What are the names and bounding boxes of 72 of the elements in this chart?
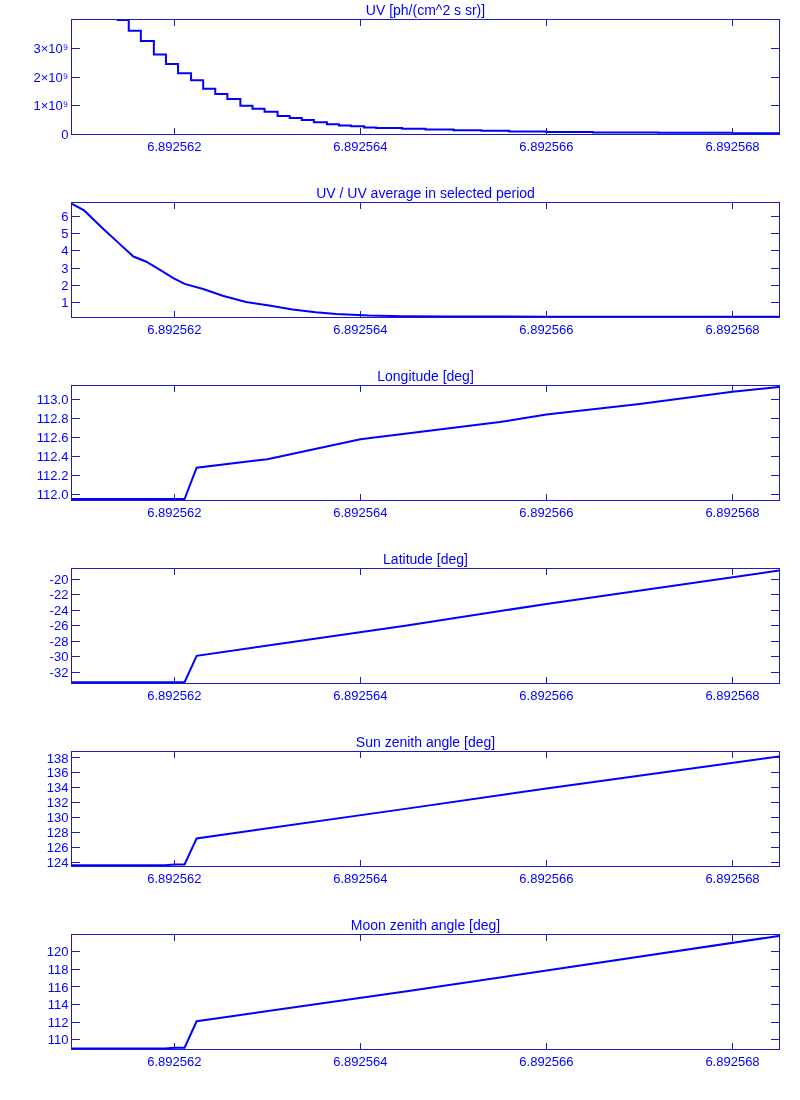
x-tick-label: 6.892564 (333, 138, 388, 154)
chart-title: Latitude [deg] (383, 550, 468, 567)
line-series (72, 386, 779, 500)
x-tick-label: 6.892562 (147, 687, 202, 703)
x-tick-label: 6.892566 (519, 687, 574, 703)
x-tick-label: 6.892562 (147, 504, 202, 520)
x-tick-label: 6.892562 (147, 138, 202, 154)
x-tick-label: 6.892564 (333, 687, 388, 703)
y-tick-label: 0 (61, 126, 69, 142)
y-tick-label: 130 (46, 810, 69, 826)
y-tick-label: 4 (61, 243, 69, 259)
x-tick-label: 6.892562 (147, 870, 202, 886)
y-tick-label: 132 (46, 795, 69, 811)
chart-title: Moon zenith angle [deg] (350, 916, 501, 933)
y-tick-label: -22 (49, 587, 69, 603)
x-tick-label: 6.892568 (705, 504, 760, 520)
x-tick-label: 6.892568 (705, 1053, 760, 1069)
x-tick-label: 6.892568 (705, 687, 760, 703)
y-tick-label: 110 (47, 1032, 69, 1048)
y-tick-label: 112 (47, 1014, 69, 1030)
y-tick-label: 112.0 (36, 486, 69, 502)
y-tick-label: -20 (49, 571, 69, 587)
x-tick-label: 6.892566 (519, 870, 574, 886)
x-tick-label: 6.892566 (519, 504, 574, 520)
y-tick-label: 120 (46, 944, 69, 960)
y-tick-label: 136 (46, 765, 69, 781)
y-tick-label: 126 (46, 839, 69, 855)
y-tick-label: 1×10⁹ (33, 98, 69, 114)
y-tick-label: -26 (49, 618, 69, 634)
x-tick-label: 6.892564 (333, 1053, 388, 1069)
y-tick-label: 2×10⁹ (33, 69, 69, 85)
y-tick-label: 3×10⁹ (33, 41, 69, 57)
y-tick-label: 124 (46, 854, 69, 870)
chart-title: Sun zenith angle [deg] (355, 733, 496, 750)
y-tick-label: -30 (49, 649, 69, 665)
x-tick-label: 6.892568 (705, 870, 760, 886)
x-tick-label: 6.892564 (333, 870, 388, 886)
x-tick-label: 6.892566 (519, 138, 574, 154)
line-series (72, 935, 779, 1049)
y-tick-label: -32 (49, 664, 69, 680)
y-tick-label: 114 (47, 997, 69, 1013)
y-tick-label: 116 (47, 979, 69, 995)
x-tick-label: 6.892568 (705, 138, 760, 154)
chart-title: Longitude [deg] (377, 367, 474, 384)
x-tick-label: 6.892562 (147, 321, 202, 337)
y-tick-label: 138 (46, 750, 69, 766)
y-tick-label: 3 (61, 260, 69, 276)
y-tick-label: 2 (61, 277, 69, 293)
y-tick-label: 112.6 (36, 429, 69, 445)
line-series (72, 569, 779, 683)
x-tick-label: 6.892566 (519, 1053, 574, 1069)
chart-title: UV / UV average in selected period (316, 184, 535, 201)
x-tick-label: 6.892564 (333, 321, 388, 337)
y-tick-label: 1 (61, 295, 69, 311)
y-tick-label: 112.2 (36, 467, 69, 483)
y-tick-label: 113.0 (36, 391, 69, 407)
y-tick-label: 128 (46, 825, 69, 841)
y-tick-label: 118 (47, 961, 69, 977)
x-tick-label: 6.892564 (333, 504, 388, 520)
y-tick-label: 6 (61, 208, 69, 224)
y-tick-label: -24 (49, 602, 69, 618)
line-series (72, 755, 779, 866)
y-tick-label: 112.8 (36, 410, 69, 426)
y-tick-label: 112.4 (36, 448, 69, 464)
y-tick-label: 134 (46, 780, 69, 796)
x-tick-label: 6.892568 (705, 321, 760, 337)
line-series (72, 203, 779, 317)
y-tick-label: 5 (61, 226, 69, 242)
x-tick-label: 6.892562 (147, 1053, 202, 1069)
x-tick-label: 6.892566 (519, 321, 574, 337)
chart-title: UV [ph/(cm^2 s sr)] (365, 1, 486, 18)
y-tick-label: -28 (49, 633, 69, 649)
